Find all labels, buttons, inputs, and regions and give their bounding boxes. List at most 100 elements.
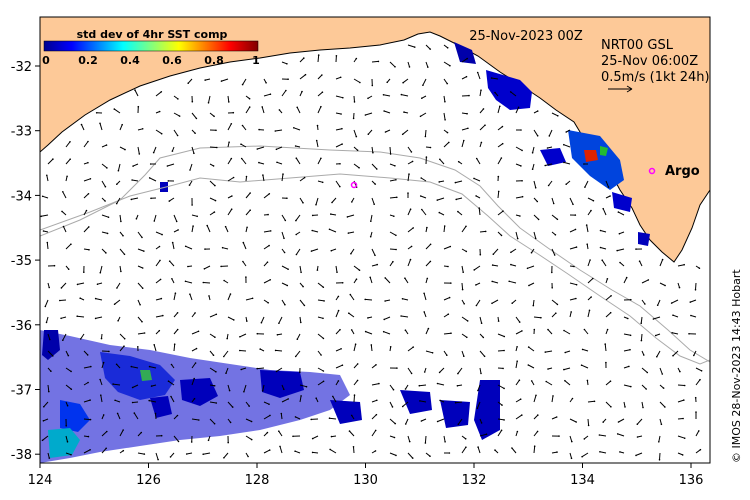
current-arrow-head [148, 400, 150, 402]
current-arrow-head [177, 312, 179, 314]
current-arrow-head [153, 152, 155, 154]
current-time-label: 25-Nov 06:00Z [601, 54, 698, 69]
current-arrow-head [375, 430, 377, 432]
current-arrow-head [540, 317, 542, 319]
current-arrow-head [240, 143, 242, 145]
current-arrow-head [276, 162, 278, 164]
current-arrow-head [214, 423, 216, 425]
current-arrow-head [292, 436, 294, 438]
current-arrow-head [563, 330, 565, 332]
current-arrow-head [161, 298, 163, 300]
current-arrow-head [356, 136, 358, 138]
current-arrow-head [503, 419, 505, 421]
current-arrow-head [213, 165, 215, 167]
current-arrow-head [68, 268, 70, 270]
current-arrow-head [503, 388, 505, 390]
current-arrow-head [522, 196, 524, 198]
current-arrow-head [498, 191, 500, 193]
current-arrow-head [599, 451, 601, 453]
current-arrow-head [248, 405, 250, 407]
current-arrow-head [230, 293, 232, 295]
current-arrow-head [124, 338, 126, 340]
current-arrow-head [582, 349, 584, 351]
current-arrow-head [419, 385, 421, 387]
current-arrow-head [204, 79, 206, 81]
current-arrow-head [233, 177, 235, 179]
current-arrow-head [457, 385, 459, 387]
current-arrow-head [177, 229, 179, 231]
current-arrow-head [88, 193, 90, 195]
current-arrow-head [259, 348, 261, 350]
current-arrow-head [630, 335, 632, 337]
current-arrow-head [359, 269, 361, 271]
current-arrow-head [348, 312, 350, 314]
current-arrow-head [192, 225, 194, 227]
current-arrow-head [172, 242, 174, 244]
current-arrow-head [70, 454, 72, 456]
current-arrow-head [422, 84, 424, 86]
current-arrow-head [105, 448, 107, 450]
current-arrow-head [439, 159, 441, 161]
current-arrow-head [682, 418, 684, 420]
current-arrow-head [700, 449, 702, 451]
current-arrow [257, 368, 264, 369]
current-arrow-head [510, 91, 512, 93]
current-arrow-head [132, 387, 134, 389]
current-arrow-head [123, 345, 125, 347]
current-arrow-head [409, 441, 411, 443]
current-arrow-head [494, 92, 496, 94]
current-arrow-head [390, 153, 392, 155]
current-arrow-head [656, 356, 658, 358]
x-tick-label: 132 [462, 473, 487, 488]
current-arrow-head [295, 234, 297, 236]
current-arrow-head [383, 110, 385, 112]
current-arrow-head [458, 161, 460, 163]
current-arrow-head [466, 76, 468, 78]
current-arrow-head [252, 298, 254, 300]
current-arrow-head [168, 380, 170, 382]
current-arrow-head [116, 287, 118, 289]
current-arrow-head [695, 397, 697, 399]
current-arrow-head [187, 82, 189, 84]
current-arrow-head [503, 350, 505, 352]
current-arrow-head [189, 169, 191, 171]
current-arrow-head [137, 346, 139, 348]
current-arrow-head [409, 66, 411, 68]
current-arrow-head [185, 281, 187, 283]
current-arrow-head [392, 406, 394, 408]
current-arrow-head [551, 287, 553, 289]
current-arrow-head [350, 294, 352, 296]
current-arrow-head [348, 232, 350, 234]
current-arrow-head [71, 388, 73, 390]
current-arrow-head [220, 266, 222, 268]
current-arrow-head [215, 200, 217, 202]
current-arrow-head [229, 390, 231, 392]
current-arrow-head [695, 411, 697, 413]
current-arrow-head [261, 322, 263, 324]
current-source-label: NRT00 GSL [601, 38, 674, 53]
current-arrow-head [626, 277, 628, 279]
current-arrow-head [268, 245, 270, 247]
current-arrow-head [378, 61, 380, 63]
current-arrow-head [600, 247, 602, 249]
current-arrow-head [679, 287, 681, 289]
current-arrow-head [161, 133, 163, 135]
current-arrow-head [367, 317, 369, 319]
current-arrow-head [329, 417, 331, 419]
current-arrow-head [372, 85, 374, 87]
current-arrow-head [430, 147, 432, 149]
current-arrow-head [329, 229, 331, 231]
current-arrow-head [150, 198, 152, 200]
current-arrow-head [564, 352, 566, 354]
current-arrow-head [375, 364, 377, 366]
current-arrow-head [498, 176, 500, 178]
current-arrow-head [232, 406, 234, 408]
current-arrow-head [642, 407, 644, 409]
current-arrow-head [589, 259, 591, 261]
current-arrow-head [114, 303, 116, 305]
current-arrow-head [610, 312, 612, 314]
current-arrow-head [446, 83, 448, 85]
current-arrow-head [571, 458, 573, 460]
current-arrow-head [531, 380, 533, 382]
